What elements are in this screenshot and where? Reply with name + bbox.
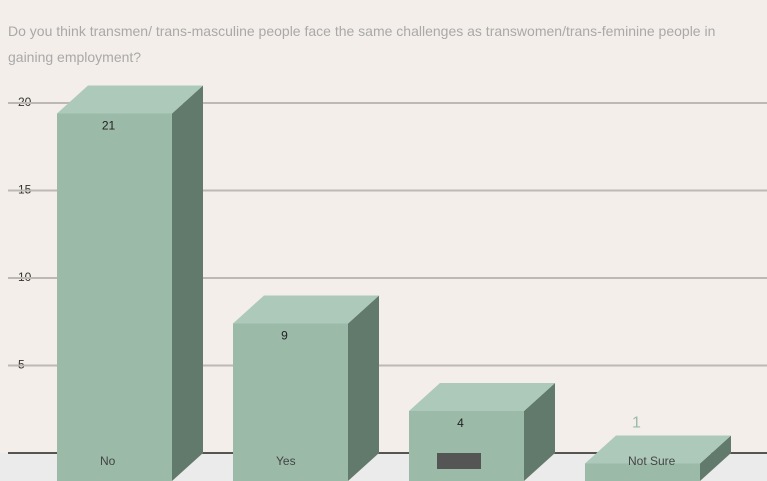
x-tick-label: No — [100, 454, 116, 468]
bar-top — [57, 85, 203, 114]
data-label: 21 — [102, 119, 116, 133]
bar — [585, 463, 700, 481]
bar — [409, 411, 524, 481]
redacted-label — [437, 453, 481, 469]
bar-side — [700, 435, 731, 481]
data-label: 9 — [281, 329, 288, 343]
bar — [233, 323, 348, 481]
bar-top — [233, 295, 379, 324]
bar-top — [409, 383, 555, 411]
bar-side — [348, 295, 379, 481]
data-label: 1 — [632, 415, 641, 432]
x-tick-label: Yes — [276, 454, 296, 468]
bar-side — [524, 383, 555, 481]
bar-top — [585, 435, 731, 464]
chart-title: Do you think transmen/ trans-masculine p… — [8, 23, 716, 65]
x-tick-label: Not Sure — [628, 454, 676, 468]
data-label: 4 — [457, 416, 464, 430]
bar-side — [172, 85, 203, 481]
bar — [57, 113, 172, 481]
